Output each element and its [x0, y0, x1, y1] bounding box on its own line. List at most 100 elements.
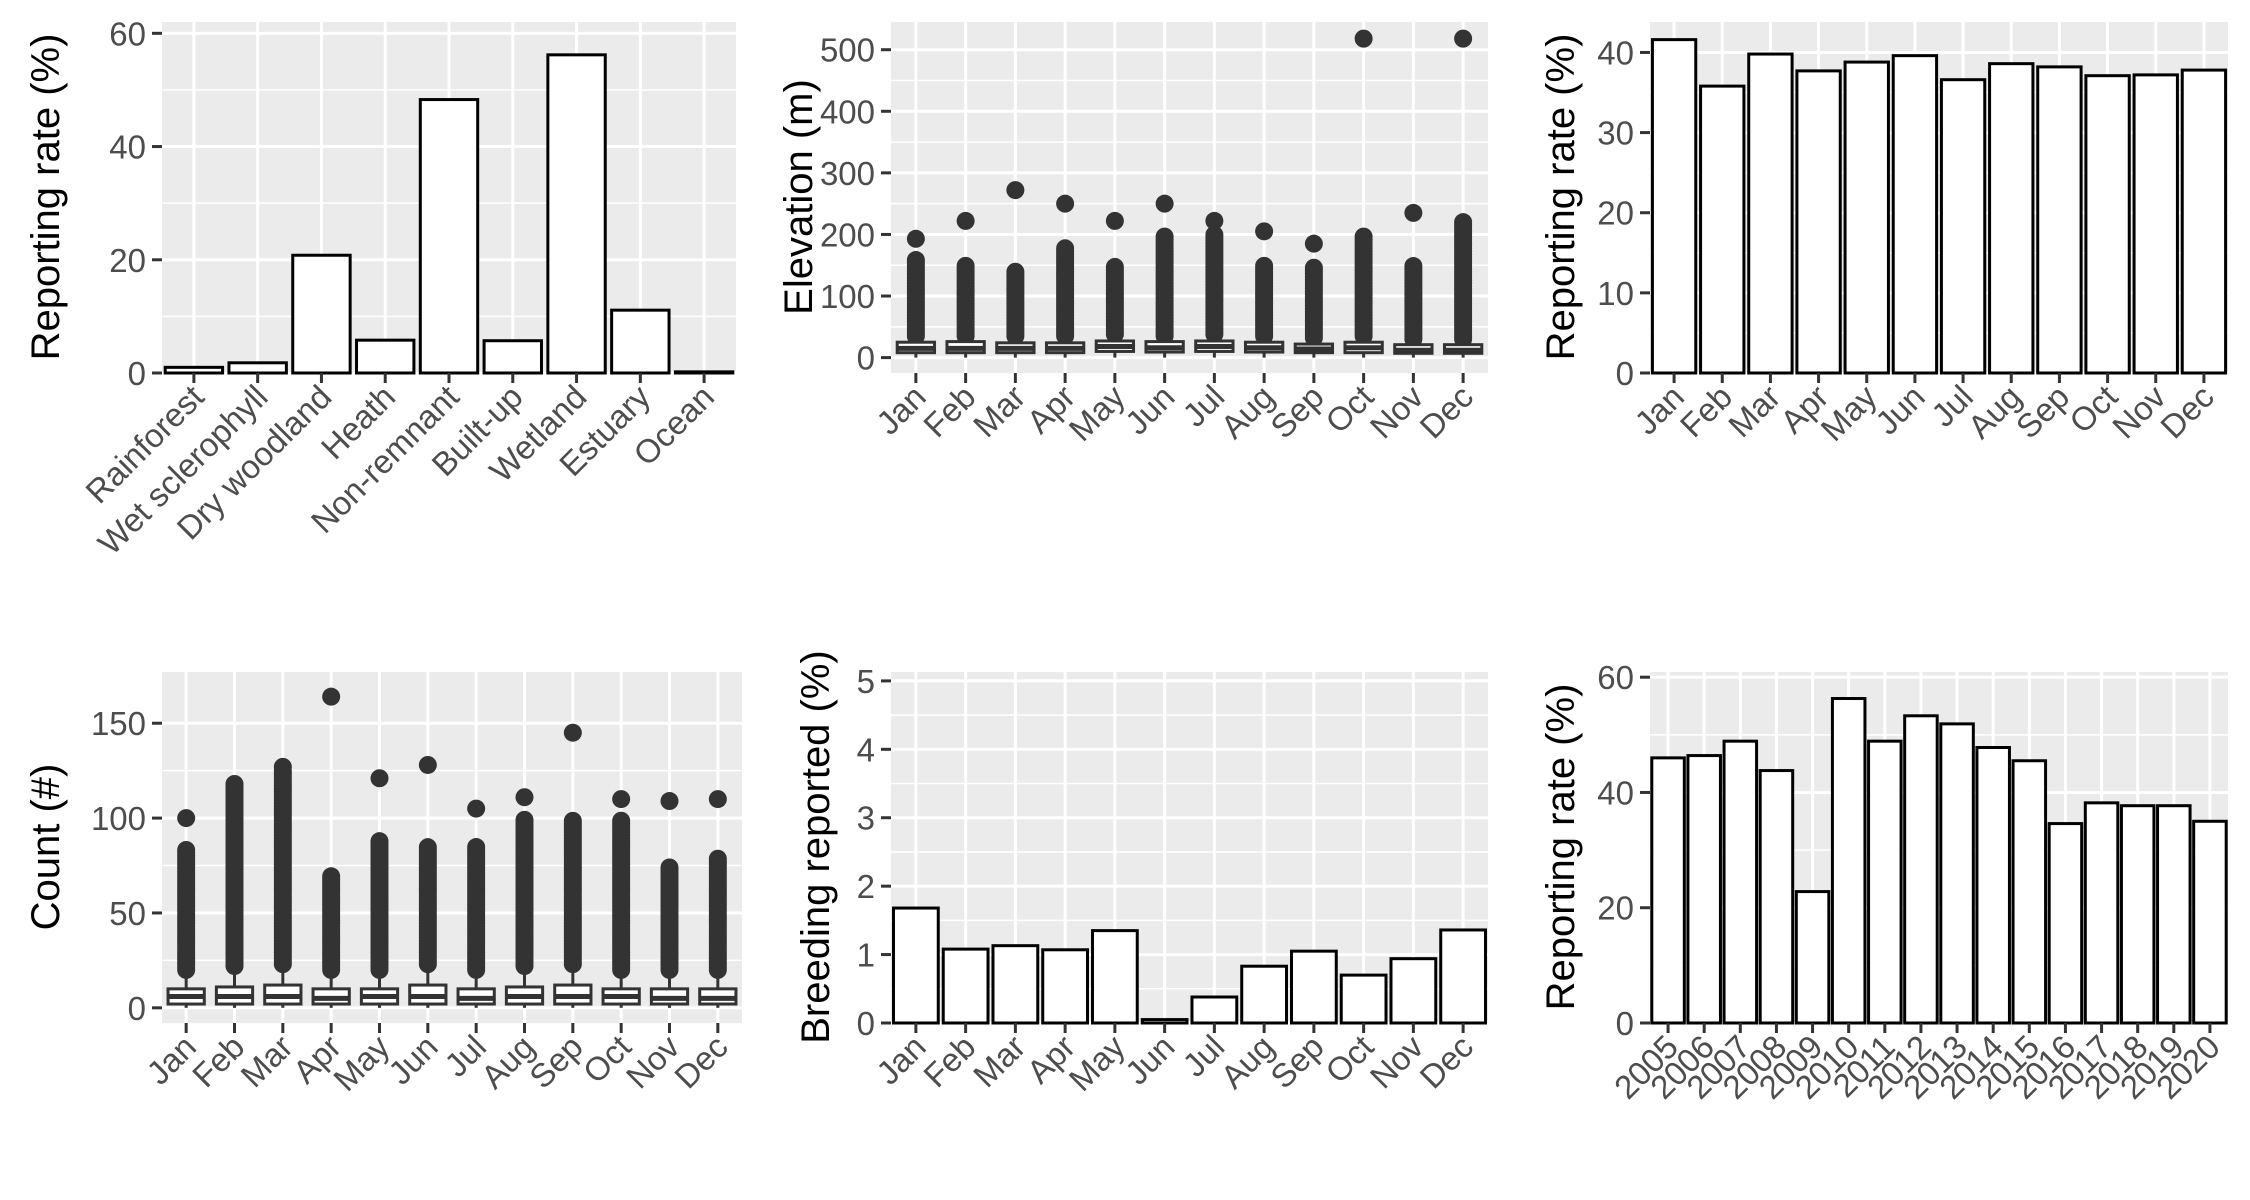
bar-2015	[2011, 759, 2048, 1025]
outlier-point	[515, 810, 534, 829]
outlier-point	[1304, 234, 1323, 253]
outlier-point	[1255, 222, 1274, 241]
x-tick-label: Jun	[1118, 378, 1182, 442]
outlier-point	[322, 687, 341, 706]
outlier-point	[906, 229, 925, 248]
y-tick-label: 0	[1616, 1005, 1634, 1042]
bar-may	[1843, 60, 1890, 375]
bar-2014	[1975, 746, 2011, 1025]
y-tick-label: 60	[1597, 659, 1634, 696]
y-tick-label: 4	[857, 731, 875, 768]
x-tick-label: Oct	[1318, 378, 1380, 440]
outlier-point	[708, 849, 727, 868]
y-tick-label: 3	[857, 800, 875, 837]
y-tick-label: 300	[820, 155, 875, 192]
y-tick-label: 150	[91, 705, 146, 742]
bar-jan	[1650, 38, 1698, 375]
bar-2013	[1939, 722, 1975, 1025]
outlier-point	[418, 755, 437, 774]
panel-background	[162, 672, 742, 1023]
outlier-point	[467, 799, 486, 818]
outlier-point	[370, 832, 389, 851]
bar-2007	[1722, 739, 1759, 1025]
bar-aug	[1988, 62, 2035, 375]
x-tick-label: Dec	[667, 1028, 735, 1096]
bar-oct	[1339, 973, 1388, 1025]
outlier-point	[1155, 194, 1174, 213]
bar-built-up	[482, 339, 543, 375]
bar-mar	[991, 944, 1040, 1025]
bar-nov	[1389, 957, 1438, 1025]
bar-jun	[1891, 54, 1939, 375]
y-tick-label: 40	[109, 129, 146, 166]
x-tick-label: Dec	[1412, 1028, 1480, 1096]
bar-apr	[1041, 948, 1090, 1025]
bar-mar	[1747, 52, 1794, 375]
outlier-point	[225, 774, 244, 793]
y-tick-label: 200	[820, 216, 875, 253]
bar-wet-sclerophyll	[227, 361, 288, 375]
x-tick-label: Jun	[1868, 378, 1932, 442]
outlier-point	[612, 811, 631, 830]
chart-panel-breeding: 012345JanFebMarAprMayJunJulAugSepOctNovD…	[794, 650, 1488, 1098]
outlier-point	[1454, 213, 1473, 232]
bar-2019	[2156, 804, 2192, 1025]
x-tick-label: Jun	[381, 1028, 445, 1092]
y-tick-label: 0	[857, 1005, 875, 1042]
outlier-point	[1205, 225, 1224, 244]
outlier-point	[1354, 227, 1373, 246]
bar-2008	[1758, 769, 1795, 1025]
bar-dec	[1439, 928, 1488, 1025]
outlier-point	[660, 858, 679, 877]
bar-non-remnant	[418, 98, 480, 375]
panel-background	[891, 672, 1488, 1023]
y-axis-title: Reporting rate (%)	[24, 34, 68, 361]
bar-2010	[1830, 697, 1867, 1025]
outlier-point	[956, 211, 975, 230]
y-tick-label: 20	[1597, 195, 1634, 232]
bar-2016	[2047, 822, 2084, 1025]
y-tick-label: 40	[1597, 34, 1634, 71]
outlier-point	[1105, 211, 1124, 230]
outlier-point	[1006, 262, 1025, 281]
outlier-point	[956, 256, 975, 275]
bar-jun	[1140, 1018, 1189, 1025]
bar-jul	[1939, 78, 1987, 375]
bar-2017	[2083, 801, 2120, 1025]
bar-ocean	[673, 370, 735, 375]
bar-oct	[2084, 74, 2131, 375]
bar-jan	[891, 906, 940, 1025]
y-tick-label: 30	[1597, 115, 1634, 152]
y-tick-label: 20	[1597, 890, 1634, 927]
y-axis-title: Reporting rate (%)	[1539, 34, 1583, 361]
chart-panel-elevation: 0100200300400500JanFebMarAprMayJunJulAug…	[777, 22, 1488, 448]
bar-2006	[1686, 754, 1722, 1025]
bar-dry-woodland	[291, 253, 352, 375]
x-tick-label: Oct	[1318, 1028, 1380, 1090]
y-tick-label: 100	[820, 278, 875, 315]
y-axis-title: Count (#)	[24, 764, 68, 931]
y-tick-label: 1	[857, 937, 875, 974]
chart-panel-monthly-reporting: 010203040JanFebMarAprMayJunJulAugSepOctN…	[1539, 22, 2228, 448]
y-tick-label: 20	[109, 242, 146, 279]
y-tick-label: 100	[91, 800, 146, 837]
outlier-point	[1105, 257, 1124, 276]
outlier-point	[370, 769, 389, 788]
outlier-point	[1354, 29, 1373, 48]
x-tick-label: Dec	[2153, 378, 2221, 446]
bar-sep	[2036, 65, 2083, 375]
outlier-point	[273, 757, 292, 776]
bar-nov	[2132, 73, 2179, 375]
outlier-point	[1404, 203, 1423, 222]
outlier-point	[906, 251, 925, 270]
bar-2011	[1867, 739, 1903, 1025]
outlier-point	[177, 809, 196, 828]
bar-heath	[355, 338, 416, 375]
outlier-point	[563, 723, 582, 742]
bar-wetland	[546, 53, 607, 375]
outlier-point	[660, 792, 679, 811]
bar-aug	[1240, 964, 1289, 1025]
bar-sep	[1289, 949, 1338, 1025]
